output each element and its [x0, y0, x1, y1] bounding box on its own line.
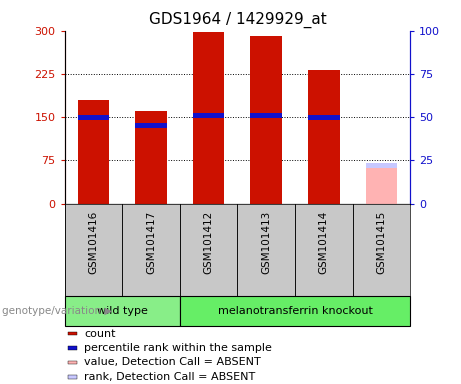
Text: percentile rank within the sample: percentile rank within the sample	[84, 343, 272, 353]
Bar	[68, 332, 77, 335]
Text: GSM101415: GSM101415	[377, 211, 386, 274]
Text: count: count	[84, 329, 116, 339]
Text: rank, Detection Call = ABSENT: rank, Detection Call = ABSENT	[84, 372, 255, 382]
Text: wild type: wild type	[97, 306, 148, 316]
Text: value, Detection Call = ABSENT: value, Detection Call = ABSENT	[84, 358, 261, 367]
Text: genotype/variation ▶: genotype/variation ▶	[2, 306, 112, 316]
Text: GSM101414: GSM101414	[319, 211, 329, 274]
Text: GSM101412: GSM101412	[204, 211, 213, 274]
Bar	[135, 111, 167, 204]
Bar	[308, 70, 340, 204]
Bar	[77, 114, 109, 120]
Bar	[135, 123, 167, 128]
Bar	[366, 164, 397, 204]
Bar	[366, 163, 397, 168]
Bar	[308, 114, 340, 120]
Bar	[193, 113, 225, 118]
Bar	[68, 375, 77, 379]
Bar	[68, 346, 77, 350]
Text: melanotransferrin knockout: melanotransferrin knockout	[218, 306, 372, 316]
Text: GSM101413: GSM101413	[261, 211, 271, 274]
Bar	[250, 113, 282, 118]
Text: GSM101417: GSM101417	[146, 211, 156, 274]
Title: GDS1964 / 1429929_at: GDS1964 / 1429929_at	[148, 12, 326, 28]
Bar	[193, 33, 225, 204]
Bar	[77, 100, 109, 204]
Bar	[250, 36, 282, 204]
Bar	[65, 296, 180, 326]
Bar	[180, 296, 410, 326]
Text: GSM101416: GSM101416	[89, 211, 98, 274]
Bar	[68, 361, 77, 364]
